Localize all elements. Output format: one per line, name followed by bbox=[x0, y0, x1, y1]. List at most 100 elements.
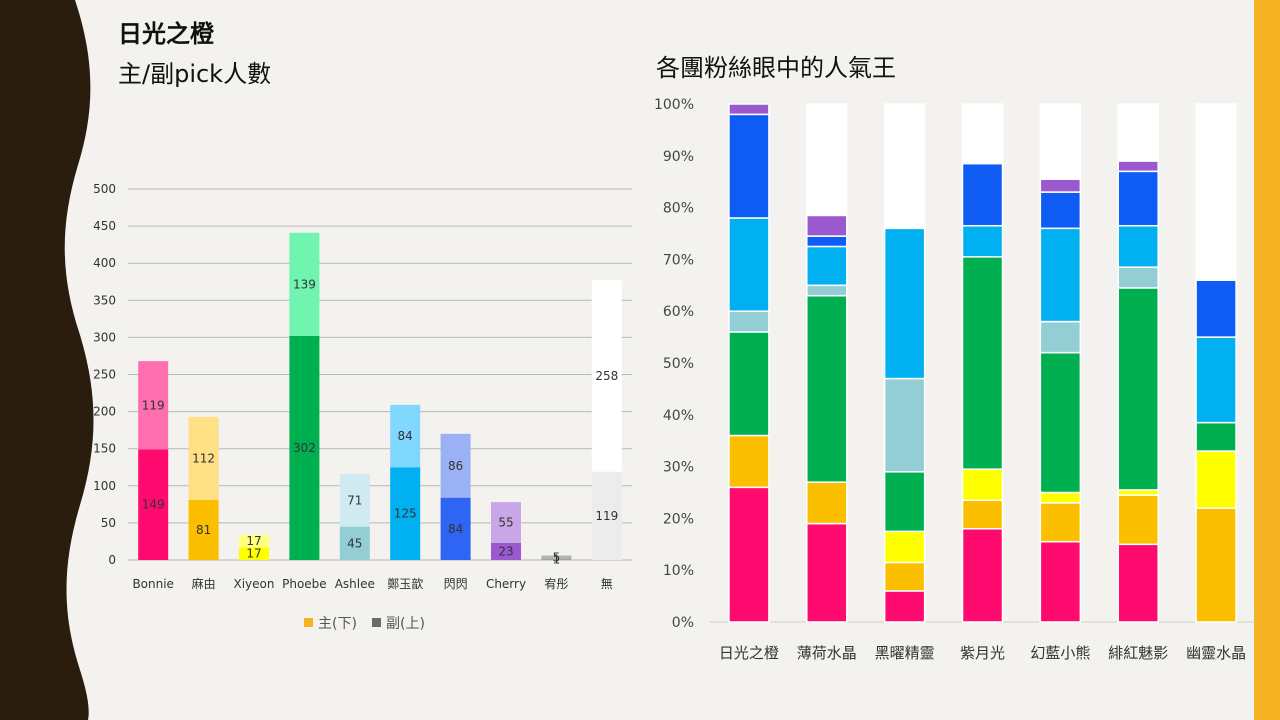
bar-segment bbox=[1039, 502, 1082, 543]
bar-segment bbox=[1195, 103, 1237, 281]
x-tick-label: Cherry bbox=[486, 577, 526, 591]
bar-sub bbox=[591, 280, 622, 472]
data-label-main: 149 bbox=[142, 498, 165, 512]
y-tick-label: 50% bbox=[663, 356, 694, 372]
bar-segment bbox=[961, 468, 1004, 502]
y-tick-label: 0% bbox=[672, 615, 694, 631]
bar-segment bbox=[1117, 170, 1159, 227]
bar-sub bbox=[239, 534, 269, 548]
y-tick-label: 50 bbox=[101, 516, 116, 530]
legend: 主(下) 副(上) bbox=[304, 616, 425, 632]
bar-sub bbox=[188, 416, 219, 500]
bar-segment bbox=[883, 227, 926, 380]
y-tick-label: 200 bbox=[93, 405, 116, 419]
bar-sub bbox=[440, 433, 471, 498]
popularity-percent-chart: 0% 10% 20% 30% 40% 50% 60% 70% 80% 90% 100% 日光之橙 薄荷水… bbox=[654, 97, 1255, 662]
y-tick-label: 80% bbox=[663, 201, 694, 217]
x-tick-label: 紫月光 bbox=[960, 644, 1005, 662]
x-tick-label: 麻由 bbox=[192, 576, 216, 591]
bar-segment bbox=[883, 561, 926, 592]
x-tick-label: 閃閃 bbox=[444, 577, 468, 591]
bar-segment bbox=[1039, 178, 1082, 193]
bar-segment bbox=[806, 522, 848, 623]
bar-sub bbox=[138, 361, 169, 450]
bar-segment bbox=[1117, 489, 1159, 496]
bar-sub bbox=[541, 555, 572, 560]
y-tick-label: 30% bbox=[663, 460, 694, 476]
bar-segment bbox=[728, 103, 770, 116]
data-label-sub: 119 bbox=[142, 398, 165, 412]
legend-label-main: 主(下) bbox=[318, 616, 357, 632]
bar-segment bbox=[806, 214, 848, 237]
bar-main bbox=[289, 335, 320, 560]
bar-segment bbox=[883, 471, 926, 533]
data-label-sub: 55 bbox=[498, 516, 513, 530]
right-accent-stripe bbox=[1254, 0, 1280, 720]
data-label-main: 81 bbox=[196, 523, 211, 537]
bar-segment bbox=[1195, 421, 1237, 452]
bar-segment bbox=[1117, 266, 1159, 289]
right-chart-title: 各團粉絲眼中的人氣王 bbox=[656, 54, 896, 82]
y-tick-label: 500 bbox=[93, 182, 116, 196]
bar-segment bbox=[806, 284, 848, 297]
bar-segment bbox=[1117, 494, 1159, 546]
x-tick-label: 無 bbox=[601, 576, 613, 591]
x-tick-label: 薄荷水晶 bbox=[797, 644, 857, 662]
x-tick-label: Ashlee bbox=[335, 577, 375, 591]
x-tick-label: 鄭玉歆 bbox=[387, 576, 423, 591]
bar-segment bbox=[1195, 450, 1237, 509]
y-tick-label: 350 bbox=[93, 293, 116, 307]
data-label-main: 45 bbox=[347, 536, 362, 550]
bar-segment bbox=[728, 217, 770, 312]
data-label-main: 17 bbox=[246, 547, 261, 561]
slide-title: 日光之橙 bbox=[118, 20, 214, 48]
bar-segment bbox=[806, 294, 848, 483]
data-label-sub: 139 bbox=[293, 277, 316, 291]
bar-segment bbox=[1039, 227, 1082, 323]
left-chart-title: 主/副pick人數 bbox=[118, 60, 272, 88]
x-tick-label: Bonnie bbox=[132, 577, 174, 591]
y-tick-label: 70% bbox=[663, 252, 694, 268]
data-label-main: 84 bbox=[448, 522, 463, 536]
y-tick-label: 300 bbox=[93, 330, 116, 344]
x-tick-label: 宥彤 bbox=[544, 576, 568, 591]
y-tick-label: 0 bbox=[108, 553, 116, 567]
y-tick-label: 60% bbox=[663, 304, 694, 320]
y-tick-label: 40% bbox=[663, 408, 694, 424]
x-tick-label: 黑曜精靈 bbox=[875, 644, 935, 662]
data-label-main: 1 bbox=[553, 553, 561, 567]
bar-segment bbox=[883, 103, 926, 230]
data-label-sub: 84 bbox=[398, 429, 413, 443]
bar-segment bbox=[1039, 103, 1082, 180]
legend-swatch-sub bbox=[372, 618, 381, 627]
bar-segment bbox=[1117, 160, 1159, 173]
bar-segment bbox=[1039, 320, 1082, 354]
axis-labels: 0% 10% 20% 30% 40% 50% 60% 70% 80% 90% 100% 日光之橙 薄荷水… bbox=[654, 97, 1255, 662]
bar-sub bbox=[491, 502, 521, 543]
bar-main bbox=[541, 559, 572, 560]
bar-sub bbox=[289, 232, 320, 336]
legend-swatch-main bbox=[304, 618, 313, 627]
y-tick-label: 10% bbox=[663, 563, 694, 579]
y-tick-label: 250 bbox=[93, 368, 116, 382]
x-tick-label: 緋紅魅影 bbox=[1108, 644, 1168, 662]
bar-main bbox=[138, 449, 169, 560]
bar-sub bbox=[339, 473, 370, 527]
bar-main bbox=[491, 542, 521, 560]
bar-segment bbox=[1117, 224, 1159, 268]
bar-segment bbox=[728, 331, 770, 437]
data-label-main: 119 bbox=[595, 509, 618, 523]
bar-segment bbox=[883, 377, 926, 473]
data-label-main: 302 bbox=[293, 441, 316, 455]
x-tick-label: 幽靈水晶 bbox=[1186, 644, 1246, 662]
x-tick-label: 幻藍小熊 bbox=[1030, 644, 1090, 662]
bar-segment bbox=[961, 256, 1004, 470]
bar-segment bbox=[1195, 507, 1237, 623]
bar-segment bbox=[1117, 287, 1159, 491]
y-tick-label: 20% bbox=[663, 511, 694, 527]
bar-segment bbox=[728, 434, 770, 489]
y-tick-label: 400 bbox=[93, 256, 116, 270]
bar-segment bbox=[806, 235, 848, 248]
bar-segment bbox=[883, 530, 926, 564]
